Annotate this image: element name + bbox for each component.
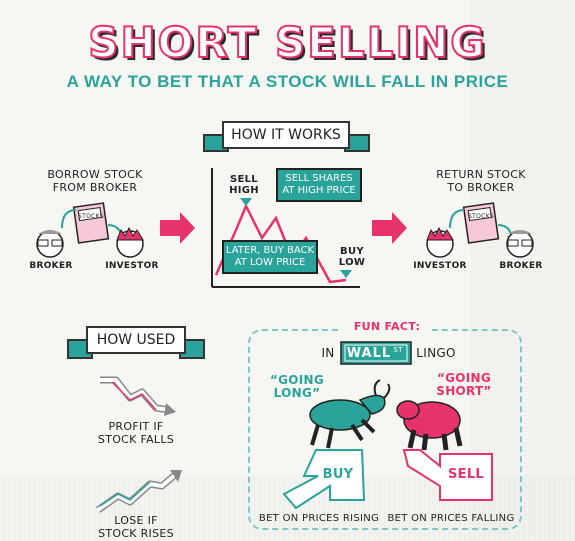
pink-arrow-icon (372, 212, 407, 244)
in-label: IN (321, 346, 335, 360)
step1-label: BORROW STOCK FROM BROKER (47, 168, 143, 194)
rising-chart-icon (95, 470, 182, 513)
wall-label: WALL (346, 346, 392, 361)
buy-label: BUY (322, 467, 354, 482)
buy-low-marker-icon (340, 270, 352, 278)
step3-to-label: BROKER (499, 261, 543, 271)
broker-avatar-icon (36, 230, 64, 258)
price-chart (211, 168, 360, 288)
stocks-card-label: STOCKS (78, 213, 104, 220)
stocks-card-icon (462, 202, 500, 244)
sell-shares-callout: SELL SHARES AT HIGH PRICE (276, 168, 362, 202)
going-long-label: “GOING LONG” (269, 373, 325, 400)
investor-avatar-icon (116, 226, 144, 258)
how-it-works-ribbon: HOW IT WORKS (222, 121, 350, 149)
step1-to-label: INVESTOR (105, 261, 159, 271)
bull-icon (309, 379, 391, 449)
buy-arrow-icon (282, 449, 366, 510)
stocks-card-label: STOCKS (468, 213, 494, 220)
buy-low-label: BUY LOW (338, 246, 366, 268)
pink-arrow-icon (160, 212, 195, 244)
going-short-label: “GOING SHORT” (436, 371, 492, 398)
arrow-up-icon (449, 209, 465, 229)
sell-arrow-icon (402, 449, 493, 501)
step1-from-label: BROKER (29, 261, 73, 271)
buy-back-callout: LATER, BUY BACK AT LOW PRICE (222, 240, 318, 274)
fun-fact-heading: FUN FACT: (342, 320, 432, 333)
st-label: ST (393, 346, 403, 354)
broker-avatar-icon (506, 230, 534, 258)
sell-high-label: SELL HIGH (229, 174, 259, 196)
napkin-texture-right (470, 0, 575, 541)
arrow-up-icon (61, 209, 77, 229)
step3-label: RETURN STOCK TO BROKER (436, 168, 526, 194)
lose-label: LOSE IF STOCK RISES (98, 514, 174, 540)
investor-avatar-icon (426, 226, 454, 258)
page-title: SHORT SELLING (87, 17, 487, 68)
sell-high-marker-icon (240, 198, 252, 206)
wall-street-sign-icon (340, 341, 412, 365)
page-subtitle: A WAY TO BET THAT A STOCK WILL FALL IN P… (66, 72, 509, 91)
step3-from-label: INVESTOR (413, 261, 467, 271)
lingo-label: LINGO (416, 346, 456, 360)
stocks-card-icon (72, 202, 110, 244)
falling-chart-icon (100, 376, 176, 416)
bet-rising-label: BET ON PRICES RISING (258, 513, 380, 524)
bet-falling-label: BET ON PRICES FALLING (387, 513, 515, 524)
how-used-ribbon: HOW USED (86, 326, 186, 354)
profit-label: PROFIT IF STOCK FALLS (97, 420, 175, 446)
bear-icon (396, 400, 463, 451)
sell-label: SELL (447, 467, 484, 482)
